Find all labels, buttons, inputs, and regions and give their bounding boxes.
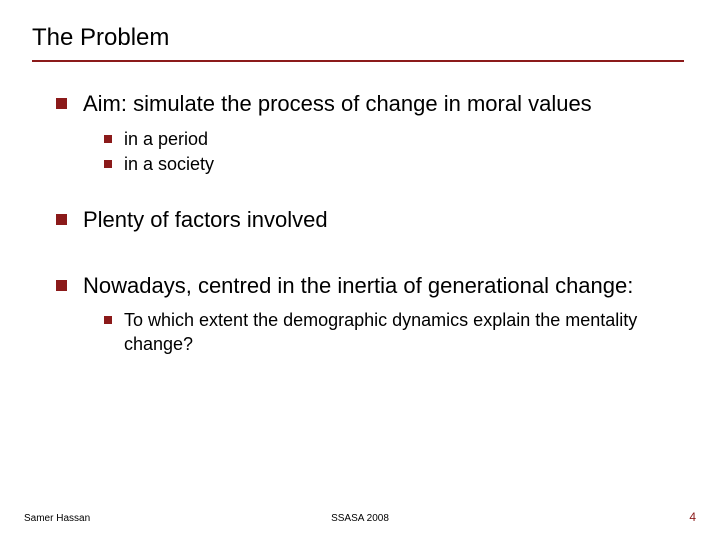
footer: Samer Hassan SSASA 2008 4: [0, 510, 720, 524]
sub-bullet-group: in a period in a society: [56, 128, 684, 177]
bullet-item: Plenty of factors involved: [56, 206, 684, 234]
footer-author: Samer Hassan: [24, 513, 90, 524]
title-rule: [32, 60, 684, 62]
bullet-item: Aim: simulate the process of change in m…: [56, 90, 684, 118]
square-bullet-icon: [104, 135, 112, 143]
square-bullet-icon: [56, 214, 67, 225]
title-block: The Problem: [32, 24, 684, 62]
sub-bullet-item: To which extent the demographic dynamics…: [104, 309, 684, 356]
bullet-text: Plenty of factors involved: [83, 206, 328, 234]
sub-bullet-group: To which extent the demographic dynamics…: [56, 309, 684, 356]
sub-bullet-item: in a society: [104, 153, 684, 176]
bullet-text: Nowadays, centred in the inertia of gene…: [83, 272, 633, 300]
page-number: 4: [689, 510, 696, 524]
slide-title: The Problem: [32, 24, 684, 52]
square-bullet-icon: [56, 98, 67, 109]
bullet-text: Aim: simulate the process of change in m…: [83, 90, 592, 118]
sub-bullet-text: in a period: [124, 128, 208, 151]
bullet-item: Nowadays, centred in the inertia of gene…: [56, 272, 684, 300]
sub-bullet-text: To which extent the demographic dynamics…: [124, 309, 684, 356]
square-bullet-icon: [104, 316, 112, 324]
square-bullet-icon: [104, 160, 112, 168]
sub-bullet-item: in a period: [104, 128, 684, 151]
slide-body: Aim: simulate the process of change in m…: [36, 68, 684, 356]
sub-bullet-text: in a society: [124, 153, 214, 176]
footer-event: SSASA 2008: [331, 513, 389, 524]
slide: The Problem Aim: simulate the process of…: [0, 0, 720, 540]
square-bullet-icon: [56, 280, 67, 291]
